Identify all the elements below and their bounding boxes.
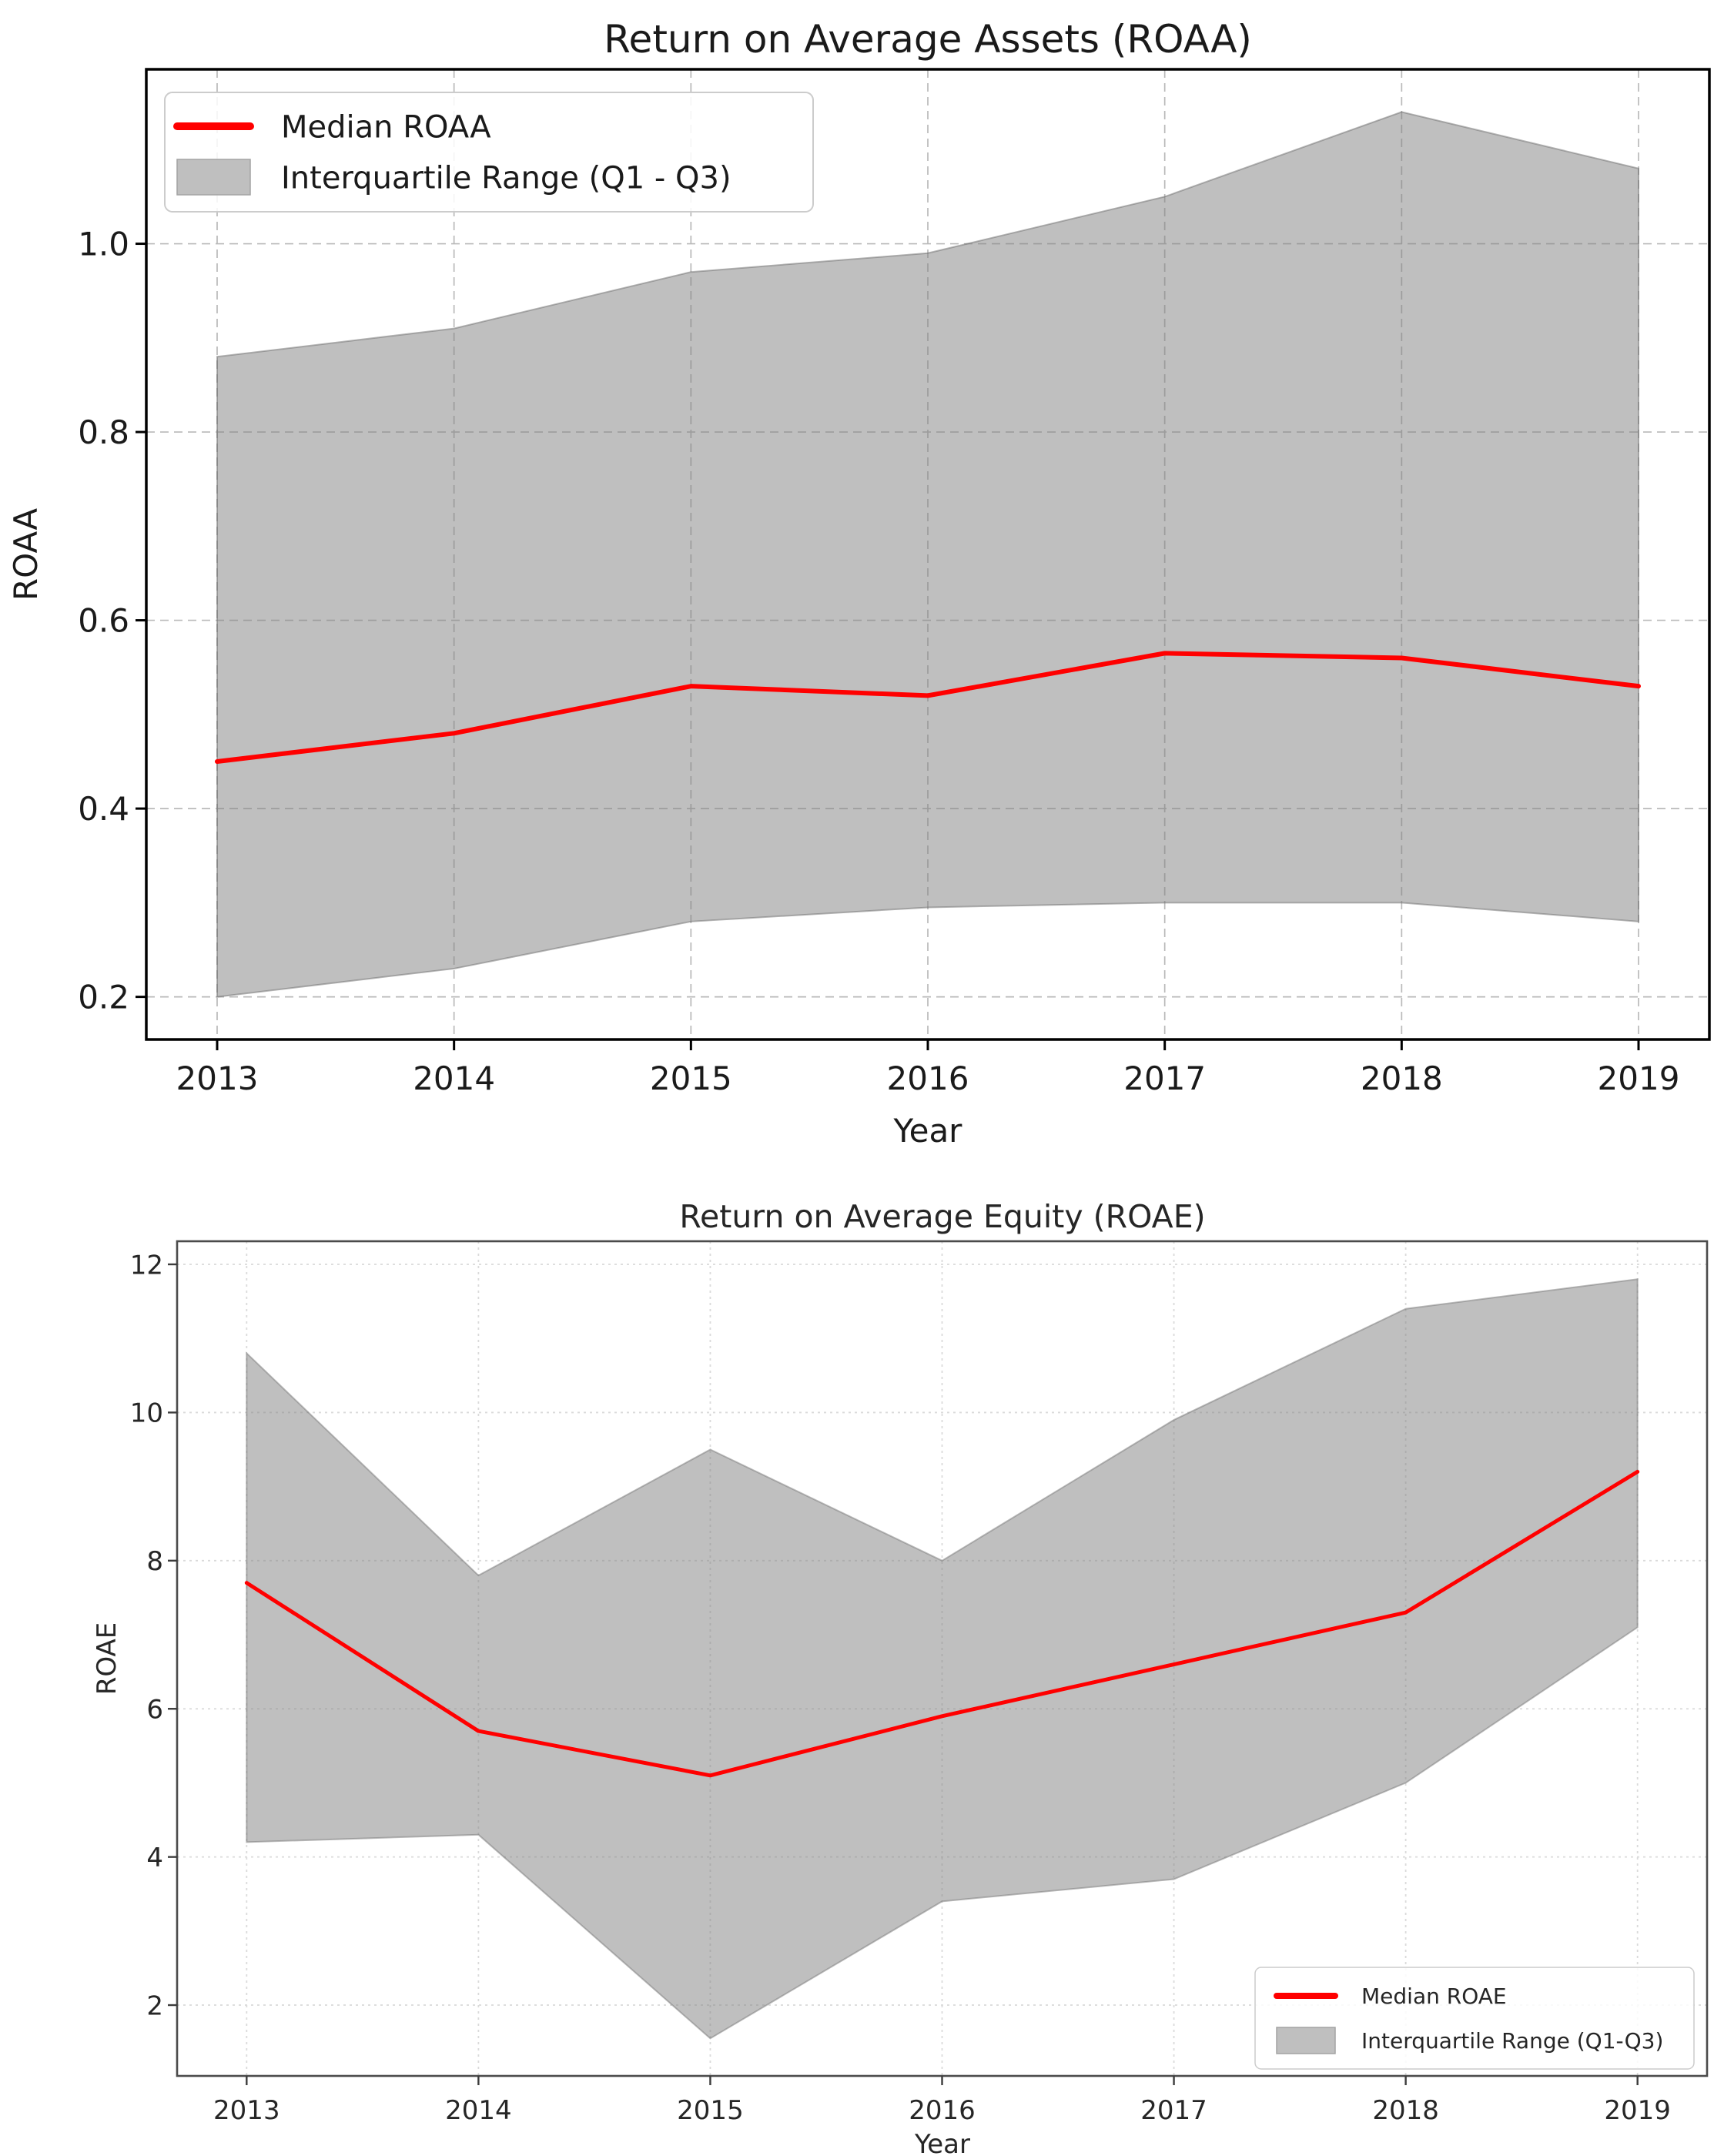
- chart-title: Return on Average Equity (ROAE): [679, 1198, 1205, 1235]
- legend-label: Median ROAE: [1361, 1984, 1507, 2009]
- legend-box: [1254, 1967, 1695, 2070]
- y-tick-label: 8: [146, 1546, 163, 1577]
- median-line: [244, 1469, 1640, 1778]
- x-tick-label: 2013: [213, 2095, 280, 2126]
- legend-band-swatch: [176, 159, 251, 196]
- y-tick-label: 1.0: [78, 226, 129, 263]
- legend-label: Interquartile Range (Q1 - Q3): [281, 160, 731, 196]
- y-tick-label: 2: [146, 1990, 163, 2021]
- x-tick-label: 2015: [650, 1060, 732, 1097]
- x-tick-label: 2018: [1372, 2095, 1439, 2126]
- roae-chart: 2013 2014 2015 2016 2017 2018 2019 2 4 6 8 10 12 Retu…: [92, 1198, 1709, 2156]
- legend-box: [164, 92, 814, 213]
- x-tick-label: 2013: [176, 1060, 259, 1097]
- chart-title: Return on Average Assets (ROAA): [604, 17, 1252, 62]
- iqr-band: [216, 111, 1640, 998]
- y-tick-label: 0.2: [78, 979, 129, 1016]
- y-tick-label: 10: [130, 1398, 163, 1429]
- y-tick-label: 4: [146, 1843, 163, 1873]
- x-axis-label: Year: [893, 1112, 963, 1150]
- x-tick-label: 2016: [909, 2095, 976, 2126]
- y-tick-label: 12: [130, 1250, 163, 1281]
- y-tick-label: 0.4: [78, 790, 129, 828]
- x-tick-label: 2016: [887, 1060, 969, 1097]
- x-tick-label: 2018: [1361, 1060, 1443, 1097]
- x-tick-label: 2019: [1598, 1060, 1680, 1097]
- legend-label: Interquartile Range (Q1-Q3): [1361, 2028, 1663, 2054]
- x-tick-label: 2017: [1123, 1060, 1206, 1097]
- roaa-legend: Median ROAA Interquartile Range (Q1 - Q3): [164, 92, 814, 213]
- x-tick-label: 2014: [445, 2095, 512, 2126]
- roaa-chart: 2013 2014 2015 2016 2017 2018 2019 0.2 0.4 0.6 0.8…: [7, 17, 1711, 1150]
- median-line: [214, 651, 1642, 764]
- y-tick-label: 0.8: [78, 413, 129, 451]
- roae-legend: Median ROAE Interquartile Range (Q1-Q3): [1254, 1967, 1695, 2070]
- legend-label: Median ROAA: [281, 109, 491, 145]
- y-tick-label: 6: [146, 1694, 163, 1725]
- x-tick-label: 2019: [1604, 2095, 1671, 2126]
- iqr-band: [246, 1278, 1639, 2040]
- x-tick-label: 2017: [1140, 2095, 1207, 2126]
- y-axis-label: ROAE: [92, 1622, 122, 1696]
- y-tick-label: 0.6: [78, 602, 129, 640]
- legend-band-swatch: [1276, 2027, 1336, 2054]
- x-tick-label: 2014: [413, 1060, 495, 1097]
- y-axis-label: ROAA: [7, 508, 45, 601]
- x-tick-label: 2015: [677, 2095, 744, 2126]
- x-axis-label: Year: [914, 2129, 970, 2156]
